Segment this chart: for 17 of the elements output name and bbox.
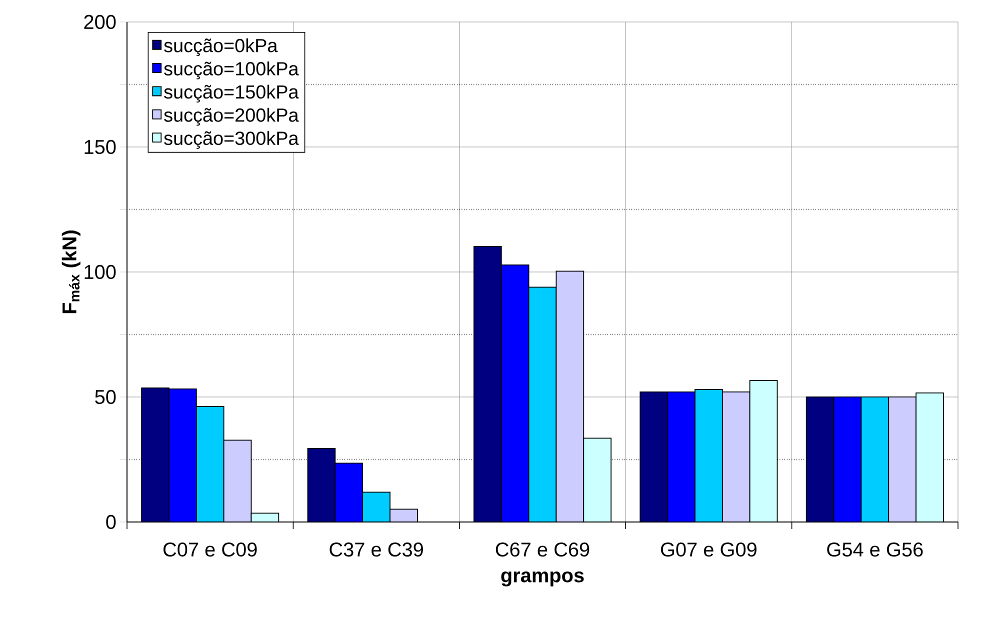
legend-label: sucção=150kPa: [164, 84, 299, 102]
x-tick-label: C67 e C69: [496, 542, 590, 557]
y-tick-label: 50: [95, 390, 116, 404]
legend-label: sucção=300kPa: [164, 131, 299, 149]
x-tick-label: G54 e G56: [827, 542, 923, 557]
legend-label: sucção=200kPa: [164, 108, 299, 126]
y-tick-label: 100: [84, 264, 116, 280]
x-tick-label: C07 e C09: [163, 542, 257, 557]
legend-label: sucção=100kPa: [164, 62, 299, 80]
y-tick-label: 150: [84, 140, 116, 154]
legend-label: sucção=0kPa: [164, 38, 278, 56]
y-tick-label: 200: [84, 14, 116, 30]
x-tick-label: C37 e C39: [330, 542, 423, 557]
y-tick-label: 0: [106, 514, 116, 530]
y-axis-title: F$_{máx}$ (kN): [62, 230, 80, 314]
x-axis-title: grampos: [501, 571, 584, 586]
x-tick-label: G07 e G09: [660, 542, 756, 557]
